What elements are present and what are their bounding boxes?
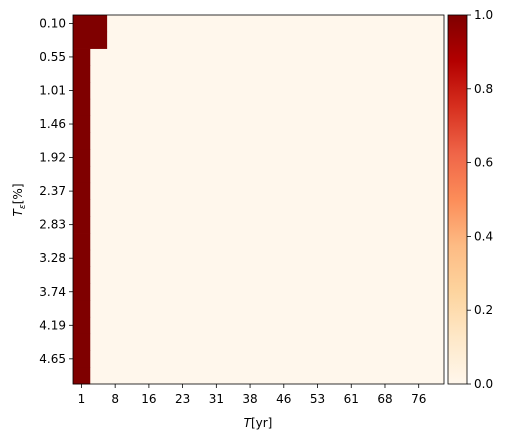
heatmap-plot-area xyxy=(72,14,445,385)
x-axis-ticks: 1 8 16 23 31 38 46 53 61 68 76 xyxy=(78,384,426,406)
x-tick-label: 38 xyxy=(242,392,257,406)
heatmap-cell xyxy=(73,65,91,83)
colorbar-tick-label: 0.2 xyxy=(474,303,493,317)
heatmap-cell xyxy=(73,149,91,167)
y-tick-label: 1.01 xyxy=(39,83,66,97)
x-tick-label: 23 xyxy=(175,392,190,406)
x-tick-label: 16 xyxy=(141,392,156,406)
colorbar: 0.0 0.2 0.4 0.6 0.8 1.0 xyxy=(447,8,493,391)
heatmap-cell xyxy=(73,249,91,267)
y-tick-label: 3.74 xyxy=(39,285,66,299)
heatmap-cell xyxy=(73,115,91,133)
x-tick-label: 76 xyxy=(411,392,426,406)
x-axis-label: T[yr] xyxy=(244,416,273,430)
y-tick-label: 2.83 xyxy=(39,218,66,232)
y-axis-label-sub: ε xyxy=(18,204,28,209)
colorbar-tick-label: 0.6 xyxy=(474,156,493,170)
y-axis-label-unit: [%] xyxy=(11,184,25,205)
heatmap-cell xyxy=(89,15,108,33)
heatmap-cell xyxy=(73,233,91,251)
colorbar-gradient xyxy=(447,14,468,385)
heatmap-cell xyxy=(73,333,91,351)
heatmap-cell xyxy=(73,300,91,318)
heatmap-background xyxy=(73,15,444,384)
y-tick-label: 0.10 xyxy=(39,16,66,30)
heatmap-cell xyxy=(73,266,91,284)
y-axis-label-main: T xyxy=(11,207,25,216)
x-tick-label: 68 xyxy=(377,392,392,406)
heatmap-cell xyxy=(73,31,91,49)
y-tick-label: 2.37 xyxy=(39,184,66,198)
y-tick-label: 1.46 xyxy=(39,117,66,131)
x-axis-label-unit: [yr] xyxy=(251,416,272,430)
x-tick-label: 61 xyxy=(344,392,359,406)
colorbar-ticks: 0.0 0.2 0.4 0.6 0.8 1.0 xyxy=(467,8,493,391)
x-tick-label: 1 xyxy=(78,392,86,406)
y-tick-label: 4.19 xyxy=(39,318,66,332)
x-tick-label: 46 xyxy=(276,392,291,406)
heatmap-cell xyxy=(73,98,91,117)
x-axis-label-main: T xyxy=(244,416,253,430)
heatmap-cell xyxy=(73,182,91,200)
plot-frame xyxy=(72,14,445,385)
y-axis-label: Tε[%] xyxy=(11,184,28,217)
colorbar-tick-label: 0.8 xyxy=(474,82,493,96)
heatmap-cell xyxy=(73,48,91,66)
colorbar-tick-label: 0.0 xyxy=(474,377,493,391)
x-tick-label: 8 xyxy=(111,392,119,406)
y-axis-ticks: 0.10 0.55 1.01 1.46 1.92 2.37 2.83 3.28 3.74 4.19… xyxy=(39,16,73,366)
heatmap-cell xyxy=(73,350,91,368)
heatmap-cell xyxy=(73,165,91,184)
heatmap-cell xyxy=(73,283,91,301)
colorbar-tick-label: 0.4 xyxy=(474,229,493,243)
y-tick-label: 0.55 xyxy=(39,50,66,64)
x-tick-label: 53 xyxy=(310,392,325,406)
heatmap-cell xyxy=(73,132,91,150)
y-tick-label: 3.28 xyxy=(39,251,66,265)
heatmap-cell xyxy=(89,31,108,49)
y-tick-label: 1.92 xyxy=(39,151,66,165)
heatmap-cell xyxy=(73,15,91,33)
heatmap-cell xyxy=(73,367,91,385)
heatmap-cell xyxy=(73,199,91,217)
heatmap-cell xyxy=(73,216,91,234)
colorbar-tick-label: 1.0 xyxy=(474,8,493,22)
x-tick-label: 31 xyxy=(209,392,224,406)
heatmap-cells xyxy=(73,15,108,385)
heatmap-cell xyxy=(73,316,91,335)
heatmap-cell xyxy=(73,82,91,100)
y-tick-label: 4.65 xyxy=(39,352,66,366)
